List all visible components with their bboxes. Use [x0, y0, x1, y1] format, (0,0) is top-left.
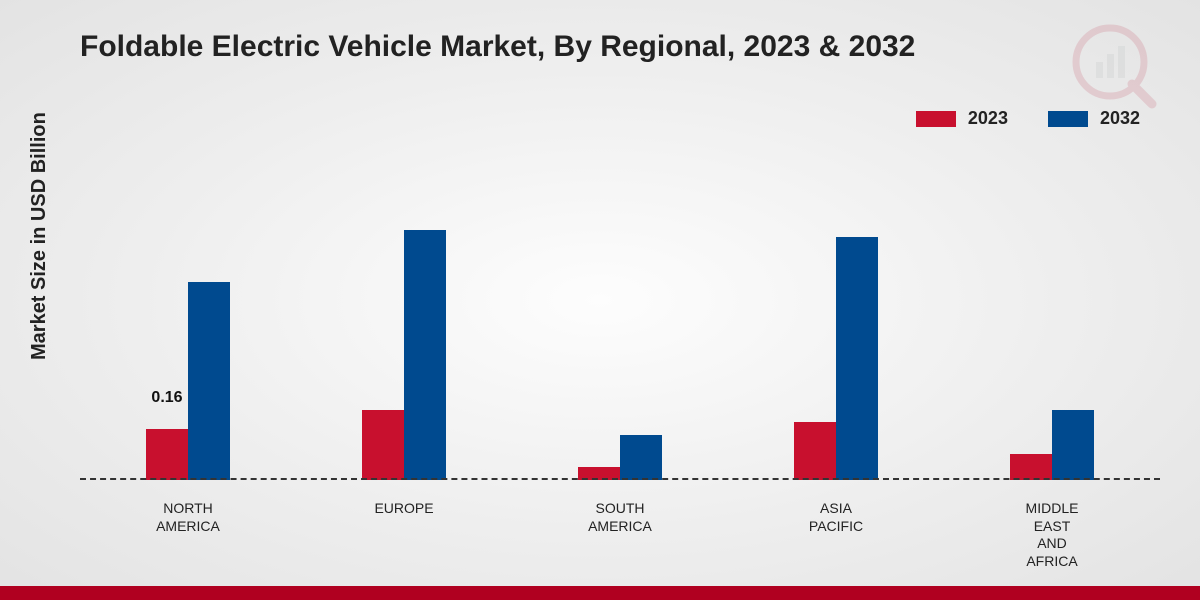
- y-axis-label: Market Size in USD Billion: [28, 112, 51, 360]
- legend-swatch-2023: [916, 111, 956, 127]
- chart-title: Foldable Electric Vehicle Market, By Reg…: [80, 30, 915, 64]
- bar-2032: [404, 230, 446, 480]
- legend-swatch-2032: [1048, 111, 1088, 127]
- watermark-bar3: [1118, 46, 1125, 78]
- bar-group: [296, 160, 512, 480]
- bar-group: [512, 160, 728, 480]
- bar-group: 0.16: [80, 160, 296, 480]
- bar-2032: [836, 237, 878, 480]
- bar-pair: [794, 237, 878, 480]
- bar-pair: [578, 435, 662, 480]
- x-axis-category-label: MIDDLE EAST AND AFRICA: [944, 496, 1160, 570]
- legend-label-2023: 2023: [968, 108, 1008, 129]
- legend-item-2023: 2023: [916, 108, 1008, 129]
- bar-2032: [188, 282, 230, 480]
- bar-2032: [1052, 410, 1094, 480]
- bar-value-label: 0.16: [151, 389, 182, 407]
- footer-accent-bar: [0, 586, 1200, 600]
- x-axis-baseline: [80, 478, 1160, 480]
- bar-pair: [146, 282, 230, 480]
- plot-area: 0.16: [80, 160, 1160, 480]
- bar-2023: [1010, 454, 1052, 480]
- watermark-bar2: [1107, 54, 1114, 78]
- x-axis-category-label: ASIA PACIFIC: [728, 496, 944, 570]
- bar-group: [728, 160, 944, 480]
- watermark-bar1: [1096, 62, 1103, 78]
- watermark-handle: [1132, 84, 1152, 104]
- x-axis-category-label: EUROPE: [296, 496, 512, 570]
- chart-page: Foldable Electric Vehicle Market, By Reg…: [0, 0, 1200, 600]
- x-axis-category-label: NORTH AMERICA: [80, 496, 296, 570]
- x-axis-labels: NORTH AMERICAEUROPESOUTH AMERICAASIA PAC…: [80, 496, 1160, 570]
- bar-pair: [362, 230, 446, 480]
- x-axis-category-label: SOUTH AMERICA: [512, 496, 728, 570]
- bar-pair: [1010, 410, 1094, 480]
- legend: 2023 2032: [916, 108, 1140, 129]
- bar-2023: [146, 429, 188, 480]
- bar-groups: 0.16: [80, 160, 1160, 480]
- legend-label-2032: 2032: [1100, 108, 1140, 129]
- bar-group: [944, 160, 1160, 480]
- bar-2032: [620, 435, 662, 480]
- watermark-logo: [1070, 22, 1160, 117]
- legend-item-2032: 2032: [1048, 108, 1140, 129]
- bar-2023: [794, 422, 836, 480]
- bar-2023: [362, 410, 404, 480]
